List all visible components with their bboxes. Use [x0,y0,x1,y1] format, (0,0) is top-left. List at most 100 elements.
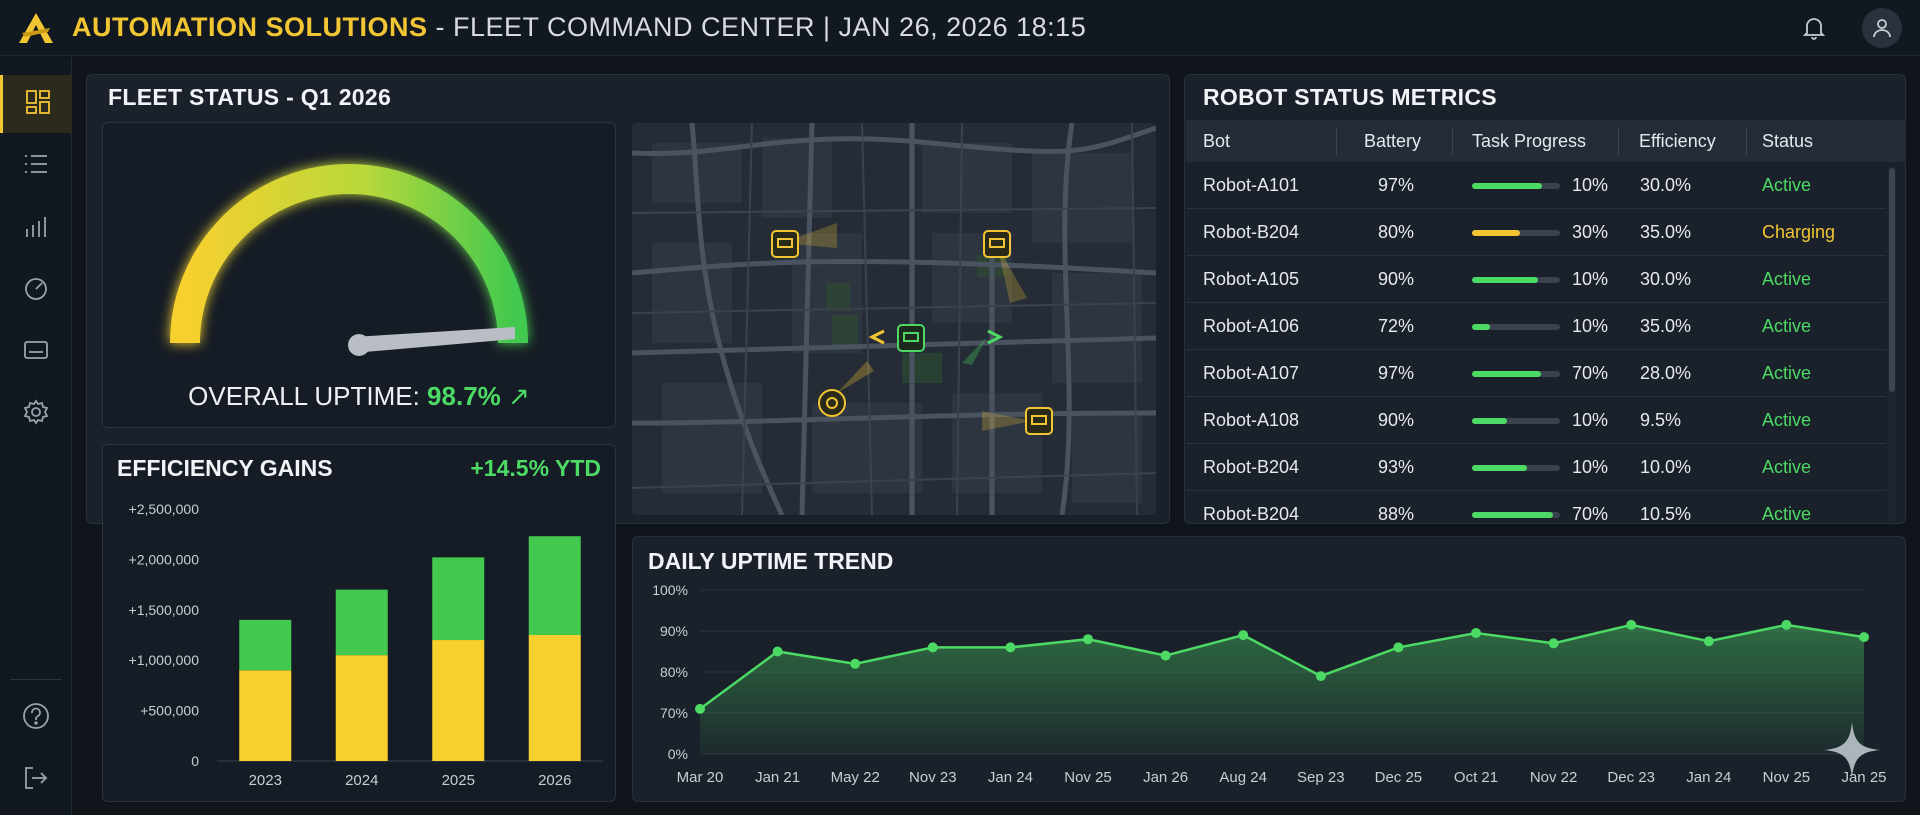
robot-table-body[interactable]: Robot-A101 97% 10% 30.0% Active Robot-B204 80%… [1186,162,1906,522]
cell-efficiency: 28.0% [1640,363,1692,383]
table-row[interactable]: Robot-A101 97% 10% 30.0% Active [1186,162,1886,209]
cell-status: Active [1762,363,1812,383]
task-progress-bar [1472,371,1560,377]
efficiency-gains-card: EFFICIENCY GAINS +14.5% YTD 0 +500,000 +1,… [102,444,616,802]
sidebar-item-analytics[interactable] [0,199,72,257]
cell-battery: 93% [1378,457,1415,477]
uptime-point [850,658,861,669]
cell-efficiency: 10.5% [1640,504,1692,522]
robot-marker-icon[interactable] [868,324,1004,365]
cell-battery: 97% [1378,175,1415,195]
x-tick-label: Aug 24 [1219,769,1267,786]
sidebar-item-help[interactable] [0,689,72,747]
uptime-point [1859,632,1869,643]
bar-2026-segment-1 [528,536,581,635]
y-tick-label: +1,500,000 [129,602,200,618]
uptime-point [1548,638,1559,649]
efficiency-gains-ytd: +14.5% YTD [470,455,601,481]
cell-progress: 10% [1572,410,1609,430]
column-header-bot[interactable]: Bot [1203,131,1231,151]
cell-progress: 10% [1572,269,1609,289]
uptime-point [1471,628,1481,639]
task-progress-fill [1472,277,1538,283]
column-header-efficiency[interactable]: Efficiency [1639,131,1716,151]
table-row[interactable]: Robot-B204 93% 10% 10.0% Active [1186,444,1886,491]
task-progress-bar [1472,230,1560,236]
table-row[interactable]: Robot-A107 97% 70% 28.0% Active [1186,350,1886,397]
sidebar-item-dashboard[interactable] [0,75,72,133]
column-header-status[interactable]: Status [1762,131,1814,151]
trend-up-icon: ↗ [508,381,530,411]
bar-2024-segment-1 [335,589,388,656]
uptime-line [699,623,1865,710]
cell-bot: Robot-B204 [1203,457,1300,477]
uptime-point [927,642,938,653]
cell-status: Charging [1762,222,1836,242]
uptime-point [1160,650,1171,661]
cell-status: Active [1762,269,1812,289]
uptime-point [1781,619,1792,630]
efficiency-gains-title: EFFICIENCY GAINS [117,455,333,481]
x-tick-label: Dec 25 [1375,769,1423,786]
cell-efficiency: 9.5% [1640,410,1682,430]
logo-icon[interactable] [0,0,72,56]
x-tick-label: Nov 25 [1763,769,1811,786]
logout-icon [23,765,49,796]
sidebar-item-list[interactable] [0,137,72,195]
cell-bot: Robot-A106 [1203,316,1300,336]
overall-uptime-value: 98.7% [427,381,501,411]
x-tick-label: Nov 25 [1064,769,1112,786]
gear-icon [23,398,49,430]
cell-bot: Robot-A101 [1203,175,1300,195]
x-tick-label: 2026 [538,772,571,789]
robot-marker-icon[interactable] [983,230,1027,303]
cell-status: Active [1762,410,1812,430]
robot-marker-icon[interactable] [818,361,874,417]
table-row[interactable]: Robot-B204 80% 30% 35.0% Charging [1186,209,1886,256]
y-tick-label: +1,000,000 [129,652,200,668]
y-tick-label: 70% [660,705,688,721]
y-tick-label: +2,000,000 [129,551,200,567]
table-scrollbar-thumb[interactable] [1889,168,1895,392]
fleet-map[interactable] [632,123,1156,515]
user-icon[interactable] [1862,8,1902,48]
table-row[interactable]: Robot-A108 90% 10% 9.5% Active [1186,397,1886,444]
task-progress-fill [1472,183,1543,189]
task-progress-bar [1472,418,1560,424]
table-row[interactable]: Robot-B204 88% 70% 10.5% Active [1186,491,1886,522]
sidebar-item-logout[interactable] [0,751,72,809]
task-progress-fill [1472,371,1541,377]
cell-bot: Robot-B204 [1203,504,1300,522]
uptime-point [695,703,705,714]
cell-battery: 72% [1378,316,1415,336]
fleet-status-title: FLEET STATUS - Q1 2026 [108,84,392,110]
sidebar-item-settings[interactable] [0,385,72,443]
x-tick-label: Jan 24 [1686,769,1731,786]
robot-marker-icon[interactable] [982,407,1053,435]
bell-icon[interactable] [1794,8,1834,48]
sidebar [0,57,72,815]
y-tick-label: 90% [660,623,688,639]
page-title: AUTOMATION SOLUTIONS - FLEET COMMAND CEN… [72,12,1086,43]
speedometer-icon [23,275,49,306]
table-row[interactable]: Robot-A106 72% 10% 35.0% Active [1186,303,1886,350]
help-icon [22,702,50,735]
x-tick-label: Jan 26 [1143,769,1188,786]
cell-battery: 88% [1378,504,1415,522]
x-tick-label: May 22 [831,769,880,786]
bar-2025-segment-1 [432,557,485,641]
sidebar-item-billing[interactable] [0,323,72,381]
cell-battery: 97% [1378,363,1415,383]
x-tick-label: Sep 23 [1297,769,1345,786]
cell-status: Active [1762,504,1812,522]
table-row[interactable]: Robot-A105 90% 10% 30.0% Active [1186,256,1886,303]
task-progress-fill [1472,418,1508,424]
robot-marker-icon[interactable] [771,223,837,258]
list-icon [23,152,49,181]
column-header-task-progress[interactable]: Task Progress [1472,131,1587,151]
top-header: AUTOMATION SOLUTIONS - FLEET COMMAND CEN… [0,0,1920,56]
cell-status: Active [1762,316,1812,336]
sidebar-item-performance[interactable] [0,261,72,319]
uptime-point [1626,619,1637,630]
column-header-battery[interactable]: Battery [1364,131,1422,151]
